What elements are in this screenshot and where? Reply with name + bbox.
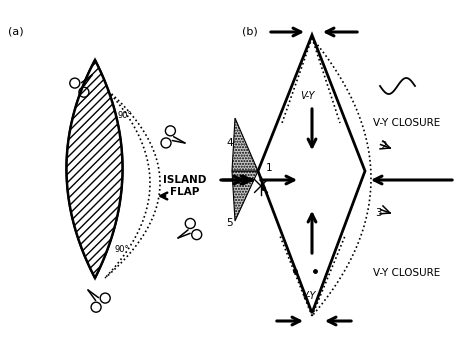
Polygon shape — [232, 171, 258, 221]
Text: 3: 3 — [375, 208, 382, 218]
Text: V-Y CLOSURE: V-Y CLOSURE — [373, 118, 440, 128]
Text: V-Y CLOSURE: V-Y CLOSURE — [373, 268, 440, 278]
Polygon shape — [232, 118, 258, 171]
Text: 2: 2 — [380, 141, 387, 151]
Text: (b): (b) — [242, 26, 258, 36]
Text: 90°: 90° — [118, 112, 132, 120]
Polygon shape — [258, 35, 365, 313]
Text: 5: 5 — [227, 218, 233, 228]
Text: 1: 1 — [266, 163, 273, 173]
Text: ISLAND
FLAP: ISLAND FLAP — [164, 175, 207, 197]
Polygon shape — [66, 60, 122, 278]
Text: V-Y: V-Y — [301, 291, 315, 301]
Text: 4: 4 — [227, 138, 233, 148]
Text: V-Y: V-Y — [300, 91, 314, 101]
Polygon shape — [66, 60, 122, 278]
Text: 90°: 90° — [115, 245, 129, 254]
Text: (a): (a) — [8, 26, 24, 36]
